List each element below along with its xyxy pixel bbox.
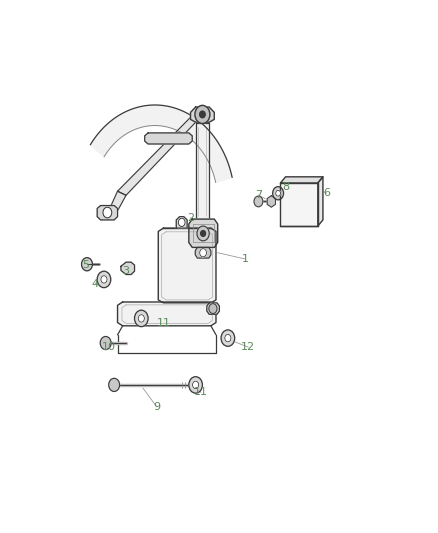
- Text: 6: 6: [323, 188, 330, 198]
- Polygon shape: [318, 177, 323, 226]
- Circle shape: [221, 330, 235, 346]
- Polygon shape: [90, 105, 232, 183]
- Polygon shape: [280, 177, 323, 183]
- Circle shape: [134, 310, 148, 327]
- Circle shape: [195, 106, 210, 124]
- Polygon shape: [158, 228, 216, 303]
- Polygon shape: [145, 133, 192, 144]
- Circle shape: [109, 378, 120, 391]
- Polygon shape: [107, 191, 126, 219]
- Polygon shape: [97, 206, 117, 220]
- Text: 7: 7: [255, 190, 262, 200]
- Polygon shape: [121, 262, 134, 274]
- Circle shape: [276, 190, 280, 196]
- Text: 2: 2: [187, 213, 194, 223]
- Text: 10: 10: [102, 342, 116, 352]
- Polygon shape: [117, 117, 196, 195]
- Text: 11: 11: [194, 387, 208, 397]
- Circle shape: [97, 271, 111, 288]
- Polygon shape: [189, 219, 218, 247]
- Circle shape: [200, 248, 206, 257]
- Polygon shape: [117, 302, 216, 326]
- Circle shape: [225, 334, 231, 342]
- Circle shape: [189, 377, 202, 393]
- Text: 12: 12: [241, 342, 255, 352]
- Polygon shape: [176, 216, 187, 228]
- Text: 4: 4: [92, 279, 99, 288]
- Circle shape: [197, 226, 209, 241]
- Polygon shape: [196, 123, 209, 220]
- Polygon shape: [191, 107, 214, 122]
- Polygon shape: [207, 303, 219, 314]
- Text: 8: 8: [282, 182, 289, 192]
- Circle shape: [201, 231, 205, 236]
- Circle shape: [101, 276, 107, 283]
- Circle shape: [178, 219, 185, 227]
- Circle shape: [103, 207, 112, 218]
- Text: 11: 11: [156, 318, 170, 327]
- Circle shape: [193, 381, 199, 389]
- Circle shape: [138, 314, 145, 322]
- Text: 1: 1: [241, 254, 248, 264]
- Text: 5: 5: [82, 260, 89, 270]
- Text: 3: 3: [123, 266, 130, 276]
- Polygon shape: [195, 247, 211, 258]
- Text: 9: 9: [153, 402, 160, 411]
- Circle shape: [81, 257, 92, 271]
- Polygon shape: [267, 196, 276, 207]
- Circle shape: [200, 111, 205, 118]
- Circle shape: [209, 304, 217, 313]
- Circle shape: [254, 196, 263, 207]
- Circle shape: [273, 187, 283, 200]
- Circle shape: [100, 336, 111, 350]
- Polygon shape: [280, 183, 318, 226]
